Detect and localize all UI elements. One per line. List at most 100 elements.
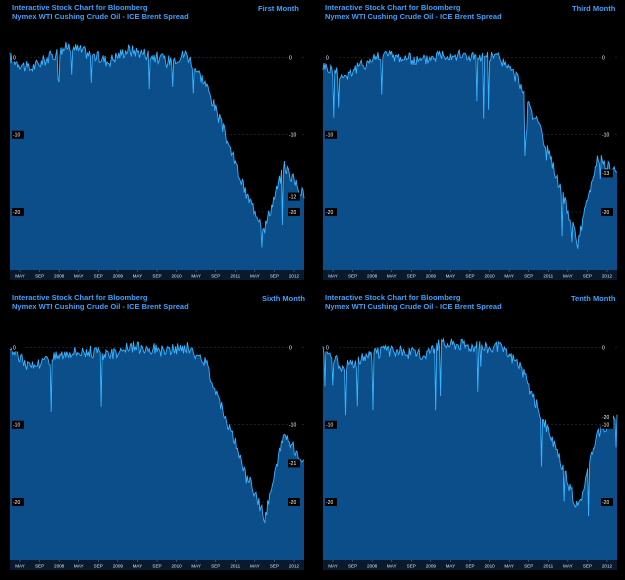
title-line-1: Interactive Stock Chart for Bloomberg <box>325 293 461 302</box>
y-tick-bg <box>325 53 337 62</box>
y-tick-bg <box>325 208 337 217</box>
x-tick-label: 2010 <box>171 564 182 569</box>
series-line <box>322 337 618 517</box>
chart-panel-third-month: Interactive Stock Chart for Bloomberg Ny… <box>313 0 625 290</box>
x-tick-label: SEP <box>524 564 533 569</box>
x-tick-label: MAY <box>191 274 201 279</box>
title-line-2: Nymex WTI Cushing Crude Oil - ICE Brent … <box>325 301 502 311</box>
series-area <box>10 341 304 560</box>
y-tick-label: -20 <box>602 500 609 506</box>
y-tick-bg <box>601 343 613 352</box>
y-tick-label: 0 <box>289 345 292 351</box>
x-tick-label: 2009 <box>426 564 437 569</box>
last-value-bg <box>288 192 300 201</box>
x-tick-label: MAY <box>563 274 573 279</box>
x-tick-label: 2010 <box>484 564 495 569</box>
y-tick-bg <box>12 130 24 139</box>
x-tick-label: MAY <box>250 274 260 279</box>
x-tick-label: 2011 <box>230 274 240 279</box>
x-tick-label: SEP <box>348 274 357 279</box>
x-tick-label: SEP <box>270 274 279 279</box>
x-tick-label: SEP <box>465 274 474 279</box>
x-tick-label: MAY <box>250 564 260 569</box>
y-tick-label: -10 <box>326 133 333 139</box>
x-tick-label: MAY <box>446 564 456 569</box>
x-tick-label: MAY <box>504 564 514 569</box>
last-value-label: -12 <box>289 194 296 200</box>
x-tick-label: SEP <box>583 564 592 569</box>
y-tick-bg <box>601 498 613 507</box>
title-line-1: Interactive Stock Chart for Bloomberg <box>12 3 148 12</box>
x-tick-label: SEP <box>348 564 357 569</box>
x-tick-label: MAY <box>446 274 456 279</box>
title-line-2: Nymex WTI Cushing Crude Oil - ICE Brent … <box>325 11 502 21</box>
y-tick-bg <box>325 420 337 429</box>
x-tick-label: 2012 <box>289 564 300 569</box>
x-tick-label: SEP <box>152 274 161 279</box>
y-tick-bg <box>325 130 337 139</box>
x-tick-label: 2011 <box>543 274 553 279</box>
x-tick-label: MAY <box>328 274 338 279</box>
y-tick-label: 0 <box>13 345 16 351</box>
y-tick-label: 0 <box>326 55 329 61</box>
y-tick-label: -10 <box>13 423 20 429</box>
chart-panel-first-month: Interactive Stock Chart for Bloomberg Ny… <box>0 0 312 290</box>
title-line-1: Interactive Stock Chart for Bloomberg <box>325 3 461 12</box>
y-tick-bg <box>288 420 300 429</box>
x-tick-label: 2011 <box>230 564 240 569</box>
contract-month-label: Third Month <box>572 4 616 13</box>
x-tick-label: 2008 <box>367 274 378 279</box>
y-tick-label: -20 <box>326 210 333 216</box>
x-tick-label: MAY <box>74 274 84 279</box>
x-tick-label: SEP <box>152 564 161 569</box>
y-tick-bg <box>12 498 24 507</box>
y-tick-bg <box>601 130 613 139</box>
x-tick-label: MAY <box>504 274 514 279</box>
x-tick-label: MAY <box>191 564 201 569</box>
last-value-label: -21 <box>289 461 296 467</box>
x-tick-label: SEP <box>270 564 279 569</box>
x-tick-label: MAY <box>387 564 397 569</box>
y-tick-bg <box>288 53 300 62</box>
x-tick-label: MAY <box>133 564 143 569</box>
x-tick-label: SEP <box>524 274 533 279</box>
y-tick-label: 0 <box>326 345 329 351</box>
x-tick-label: MAY <box>133 274 143 279</box>
x-tick-label: MAY <box>15 564 25 569</box>
y-tick-label: 0 <box>602 55 605 61</box>
y-tick-label: -20 <box>602 210 609 216</box>
x-tick-label: 2009 <box>426 274 437 279</box>
x-tick-label: 2009 <box>113 274 124 279</box>
x-tick-label: SEP <box>407 564 416 569</box>
y-tick-bg <box>12 53 24 62</box>
title-line-2: Nymex WTI Cushing Crude Oil - ICE Brent … <box>12 11 189 21</box>
y-tick-bg <box>288 498 300 507</box>
x-tick-label: MAY <box>387 274 397 279</box>
x-tick-label: 2010 <box>484 274 495 279</box>
y-tick-bg <box>12 343 24 352</box>
chart-svg: 0 0 -10 -10 -20 -20 -13 MAY SEP 2008 MAY SEP 2009 MAY… <box>322 49 618 280</box>
panel-title: Interactive Stock Chart for Bloomberg Ny… <box>12 293 189 311</box>
x-tick-label: 2008 <box>367 564 378 569</box>
y-tick-label: -20 <box>289 500 296 506</box>
x-tick-label: 2012 <box>602 274 613 279</box>
x-tick-label: MAY <box>328 564 338 569</box>
x-tick-label: MAY <box>563 564 573 569</box>
x-tick-label: 2011 <box>543 564 553 569</box>
y-tick-label: 0 <box>289 55 292 61</box>
y-tick-bg <box>288 130 300 139</box>
y-tick-label: 0 <box>13 55 16 61</box>
chart-panel-tenth-month: Interactive Stock Chart for Bloomberg Ny… <box>313 290 625 580</box>
title-line-2: Nymex WTI Cushing Crude Oil - ICE Brent … <box>12 301 189 311</box>
x-axis-band <box>323 560 617 570</box>
last-value-label: -13 <box>602 171 609 177</box>
y-tick-bg <box>288 208 300 217</box>
last-value-bg <box>288 459 300 468</box>
y-tick-label: -10 <box>602 423 609 429</box>
y-tick-label: -10 <box>289 423 296 429</box>
x-tick-label: SEP <box>94 564 103 569</box>
x-tick-label: 2008 <box>54 274 65 279</box>
y-tick-label: -20 <box>13 500 20 506</box>
y-tick-bg <box>325 343 337 352</box>
x-tick-label: SEP <box>211 564 220 569</box>
